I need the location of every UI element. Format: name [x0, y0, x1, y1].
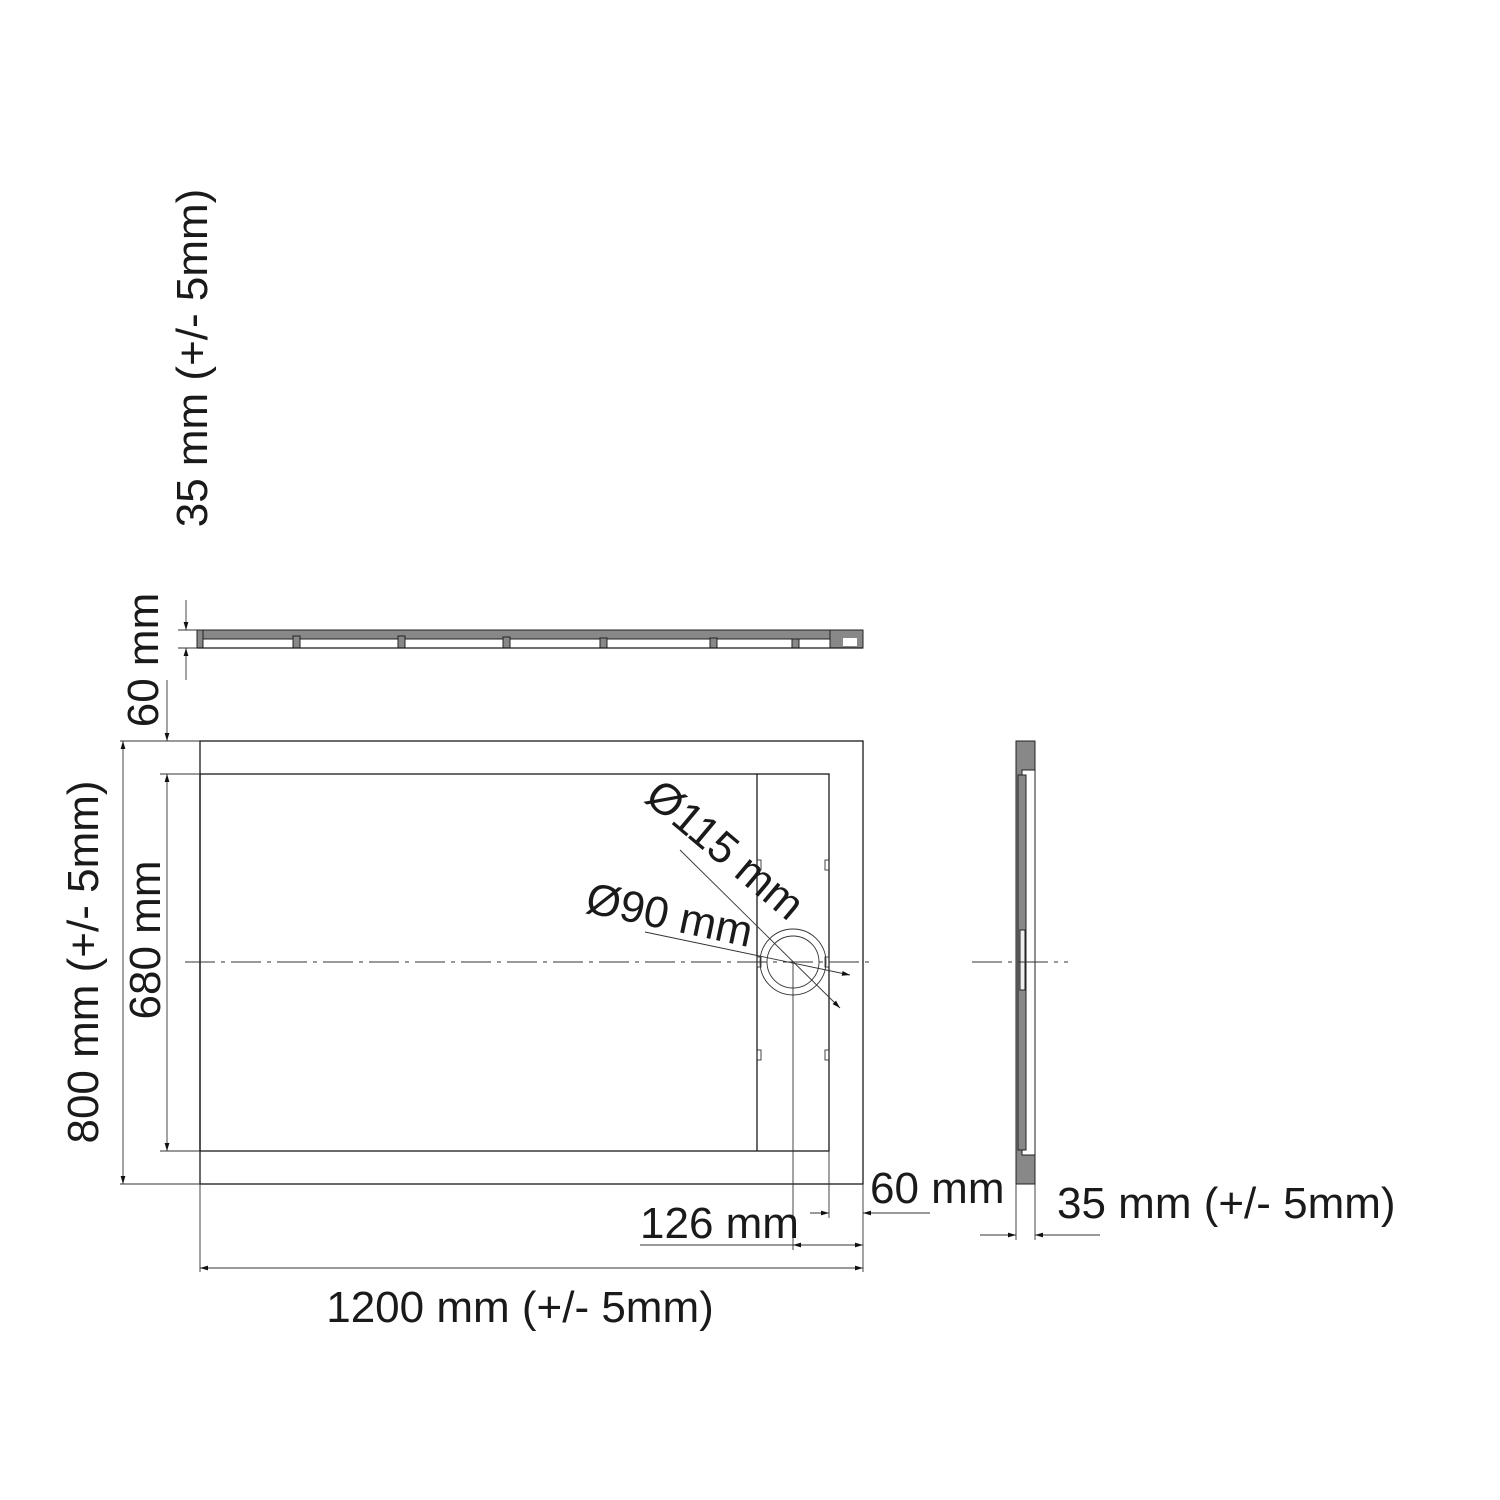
- drain-outer-circle: [759, 928, 827, 996]
- plan-view: [120, 740, 870, 1272]
- width-label: 1200 mm (+/- 5mm): [326, 1283, 714, 1332]
- drain-inner-circle: [766, 935, 820, 989]
- drain-offset-label: 126 mm: [640, 1199, 799, 1248]
- right-margin-label: 60 mm: [870, 1164, 1004, 1213]
- tray-height-top-label: 35 mm (+/- 5mm): [168, 189, 217, 528]
- dimension-lines: [120, 600, 1100, 1271]
- inner-depth-label: 680 mm: [121, 861, 170, 1020]
- side-profile-top: [178, 629, 864, 649]
- top-margin-label: 60 mm: [119, 593, 168, 727]
- tray-height-side-label: 35 mm (+/- 5mm): [1057, 1179, 1396, 1228]
- depth-label: 800 mm (+/- 5mm): [59, 780, 108, 1143]
- side-profile-right: [972, 740, 1068, 1240]
